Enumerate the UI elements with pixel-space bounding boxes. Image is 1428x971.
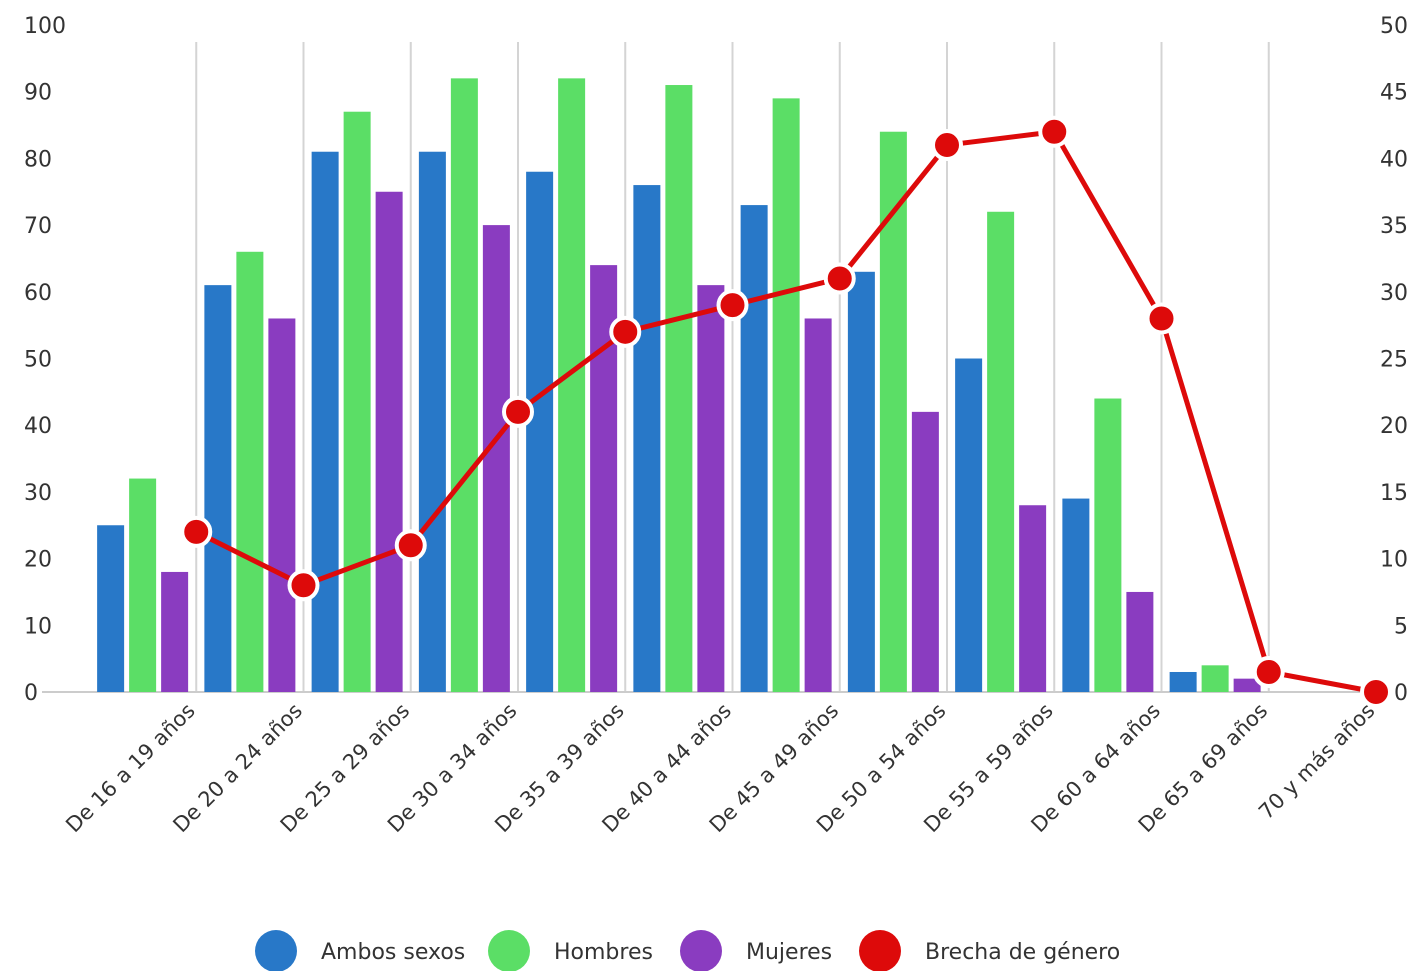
bar-ambos-sexos xyxy=(311,151,339,693)
y-right-tick-label: 40 xyxy=(1380,147,1408,172)
x-tick-label: 70 y más años xyxy=(1254,699,1379,824)
legend-label: Mujeres xyxy=(746,940,832,965)
bar-mujeres xyxy=(268,318,296,692)
y-right-tick-label: 15 xyxy=(1380,481,1408,506)
point-brecha-de-genero xyxy=(287,569,320,602)
y-right-tick-label: 35 xyxy=(1380,214,1408,239)
bar-hombres xyxy=(1094,398,1122,692)
bar-mujeres xyxy=(161,571,189,692)
y-left-tick-label: 60 xyxy=(24,281,52,306)
legend-marker-ambos-sexos xyxy=(255,930,297,971)
bar-mujeres xyxy=(1233,678,1261,692)
bar-mujeres xyxy=(375,191,403,692)
line-brecha-de-genero xyxy=(195,129,1377,695)
point-brecha-de-genero xyxy=(394,529,427,562)
bar-mujeres xyxy=(1126,591,1154,692)
bar-mujeres xyxy=(911,411,939,692)
bar-ambos-sexos xyxy=(955,358,983,692)
point-brecha-de-genero xyxy=(180,515,213,548)
point-brecha-de-genero xyxy=(1038,115,1071,148)
bar-ambos-sexos xyxy=(847,271,875,692)
y-right-tick-label: 20 xyxy=(1380,414,1408,439)
y-right-tick-label: 5 xyxy=(1394,614,1408,639)
bar-hombres xyxy=(879,131,907,693)
y-left-tick-label: 100 xyxy=(24,14,66,39)
bar-hombres xyxy=(987,211,1015,692)
y-left-tick-label: 30 xyxy=(24,481,52,506)
bar-hombres xyxy=(450,78,478,693)
y-left-tick-label: 40 xyxy=(24,414,52,439)
y-left-tick-label: 0 xyxy=(24,681,38,706)
point-brecha-de-genero xyxy=(1145,302,1178,335)
legend-label: Ambos sexos xyxy=(321,940,465,965)
bar-mujeres xyxy=(482,225,510,692)
bar-ambos-sexos xyxy=(1169,671,1197,692)
bar-hombres xyxy=(236,251,264,692)
legend-label: Brecha de género xyxy=(925,940,1120,965)
bar-layer xyxy=(97,78,1261,693)
bar-hombres xyxy=(343,111,371,692)
y-right-tick-label: 10 xyxy=(1380,548,1408,573)
grid-layer xyxy=(42,42,1386,693)
y-right-tick-label: 0 xyxy=(1394,681,1408,706)
legend-marker-mujeres xyxy=(680,930,722,971)
y-right-tick-label: 45 xyxy=(1380,81,1408,106)
line-layer xyxy=(180,115,1392,708)
point-brecha-de-genero xyxy=(609,315,642,348)
y-left-tick-label: 50 xyxy=(24,348,52,373)
point-brecha-de-genero xyxy=(502,395,534,428)
y-right-tick-label: 25 xyxy=(1380,348,1408,373)
point-brecha-de-genero xyxy=(716,289,749,322)
point-brecha-de-genero xyxy=(1252,655,1285,688)
point-brecha-de-genero xyxy=(931,129,963,162)
bar-hombres xyxy=(772,98,800,693)
legend: Ambos sexos Hombres Mujeres Brecha de géner… xyxy=(255,930,1120,971)
legend-marker-brecha-de-género xyxy=(859,930,901,971)
bar-hombres xyxy=(129,478,157,692)
bar-hombres xyxy=(1201,665,1229,692)
y-left-tick-label: 90 xyxy=(24,81,52,106)
bar-hombres xyxy=(558,78,586,693)
legend-marker-hombres xyxy=(488,930,530,971)
y-right-tick-label: 30 xyxy=(1380,281,1408,306)
y-left-tick-label: 20 xyxy=(24,548,52,573)
bar-hombres xyxy=(665,85,693,692)
bar-ambos-sexos xyxy=(97,525,125,692)
legend-label: Hombres xyxy=(554,940,653,965)
bar-ambos-sexos xyxy=(633,185,661,692)
bar-mujeres xyxy=(1019,505,1047,692)
point-brecha-de-genero xyxy=(1360,676,1392,708)
y-left-tick-label: 80 xyxy=(24,147,52,172)
bar-mujeres xyxy=(697,285,725,692)
bar-ambos-sexos xyxy=(1062,498,1090,692)
bar-ambos-sexos xyxy=(204,285,232,692)
point-brecha-de-genero xyxy=(823,262,856,295)
bar-ambos-sexos xyxy=(418,151,446,693)
bar-ambos-sexos xyxy=(526,171,554,693)
y-left-tick-label: 70 xyxy=(24,214,52,239)
y-left-tick-label: 10 xyxy=(24,614,52,639)
bar-ambos-sexos xyxy=(740,205,768,692)
y-right-tick-label: 50 xyxy=(1380,14,1408,39)
bar-mujeres xyxy=(804,318,832,692)
